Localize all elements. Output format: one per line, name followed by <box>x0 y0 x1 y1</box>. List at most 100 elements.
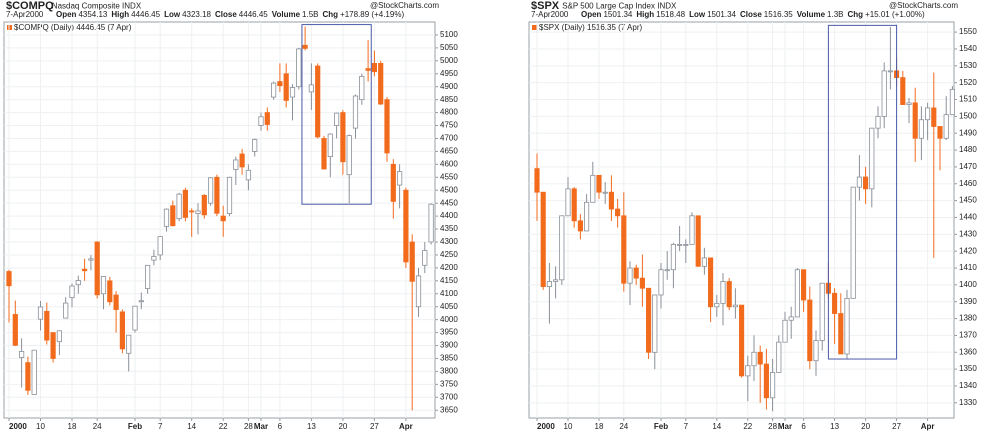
legend: $SPX (Daily) 1516.35 (7 Apr) <box>539 23 642 32</box>
candle-body <box>302 44 308 49</box>
x-tick-label: Feb <box>128 422 142 431</box>
candle-body <box>863 176 869 190</box>
candle-body <box>900 77 906 105</box>
candle-body <box>720 281 726 304</box>
candle-body <box>422 250 428 266</box>
candle-body <box>359 75 365 101</box>
quote-label: Low <box>689 10 706 19</box>
y-tick-label: 1380 <box>959 314 977 323</box>
candle-body <box>732 304 738 308</box>
y-tick-label: 4650 <box>440 147 458 156</box>
quote-value: 1501.34 <box>707 10 736 19</box>
candle-body <box>770 372 776 399</box>
y-tick-label: 1410 <box>959 263 977 272</box>
candle-body <box>776 341 782 373</box>
candle-body <box>245 169 252 181</box>
candle-body <box>819 282 825 341</box>
y-tick-label: 4600 <box>440 159 458 168</box>
x-tick-label: 10 <box>564 422 573 431</box>
quote-label: Open <box>581 10 602 19</box>
y-tick-label: 1490 <box>959 128 977 137</box>
candle-body <box>701 257 707 267</box>
candle-body <box>403 189 409 263</box>
y-tick-label: 1430 <box>959 229 977 238</box>
candle-body <box>571 188 577 222</box>
candle-body <box>813 340 819 362</box>
candle-body <box>602 191 608 194</box>
candle-body <box>739 304 745 377</box>
x-tick-label: 22 <box>743 422 752 431</box>
y-tick-label: 5100 <box>440 30 458 39</box>
x-tick-label: 22 <box>219 422 228 431</box>
y-tick-label: 4550 <box>440 172 458 181</box>
candle-body <box>6 271 12 287</box>
y-tick-label: 1330 <box>959 398 977 407</box>
candle-body <box>88 258 94 261</box>
candle-body <box>289 87 296 98</box>
candle-body <box>534 168 540 193</box>
candle-body <box>794 269 800 318</box>
candle-body <box>220 215 226 222</box>
candle-body <box>107 280 113 303</box>
candle-body <box>277 81 283 87</box>
date: 7-Apr2000 <box>6 10 44 19</box>
x-tick-label: 24 <box>93 422 102 431</box>
candle-body <box>850 186 856 299</box>
candle-body <box>782 319 788 343</box>
x-tick-label: 10 <box>36 422 45 431</box>
x-tick-label: 14 <box>187 422 196 431</box>
candle-body <box>390 163 396 202</box>
legend-swatch <box>532 25 537 30</box>
candle-body <box>670 244 676 271</box>
candle-body <box>906 102 912 105</box>
candle-body <box>596 174 602 193</box>
y-tick-label: 3850 <box>440 354 458 363</box>
x-tick-label: 14 <box>712 422 721 431</box>
x-tick-label: 18 <box>595 422 604 431</box>
quote-value: 1518.48 <box>656 10 685 19</box>
quote-value: 1.3B <box>827 10 843 19</box>
candle-body <box>763 363 769 399</box>
candle-body <box>378 63 384 105</box>
candle-body <box>838 313 844 355</box>
candle-body <box>258 116 264 126</box>
candle-body <box>664 269 670 272</box>
candle-body <box>949 89 955 116</box>
quote-label: Close <box>215 10 237 19</box>
candle-body <box>144 264 151 289</box>
y-tick-label: 4500 <box>440 185 458 194</box>
candle-body <box>553 279 559 282</box>
quote-label: Low <box>164 10 181 19</box>
candle-body <box>695 215 701 267</box>
quote-value: 4323.18 <box>182 10 211 19</box>
y-tick-label: 4950 <box>440 69 458 78</box>
y-tick-label: 4850 <box>440 95 458 104</box>
y-tick-label: 1500 <box>959 111 977 120</box>
candle-body <box>689 215 695 245</box>
candle-body <box>63 302 69 319</box>
candle-body <box>881 70 887 117</box>
candle-body <box>170 205 176 227</box>
candle-body <box>12 314 18 346</box>
candle-body <box>565 188 571 217</box>
candle-body <box>608 191 614 210</box>
x-tick-label: 20 <box>338 422 347 431</box>
highlight-box <box>827 24 898 360</box>
candle-body <box>37 306 44 320</box>
quote-label: High <box>636 10 654 19</box>
candle-body <box>195 210 201 214</box>
symbol: $SPX <box>531 0 560 12</box>
candle-body <box>844 297 850 355</box>
quote-value: +15.01 (+1.00%) <box>865 10 925 19</box>
x-tick-label: 20 <box>861 422 870 431</box>
candle-body <box>113 294 119 310</box>
y-tick-label: 1350 <box>959 364 977 373</box>
candle-body <box>283 73 289 101</box>
candle-body <box>157 236 163 256</box>
symbol: $COMPQ <box>6 0 54 12</box>
y-tick-label: 1540 <box>959 44 977 53</box>
quote-label: Chg <box>848 10 864 19</box>
y-tick-label: 1420 <box>959 246 977 255</box>
candle-body <box>384 99 390 154</box>
